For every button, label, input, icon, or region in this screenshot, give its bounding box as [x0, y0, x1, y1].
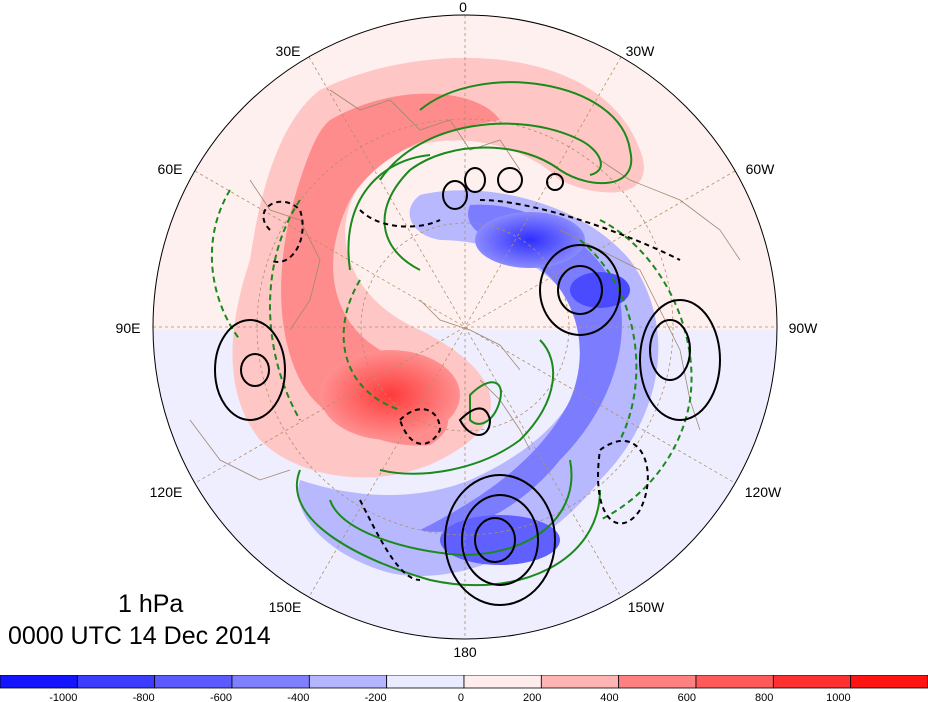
graticule — [153, 15, 777, 639]
polar-map: 0 30W 60W 90W 120W 150W 180 150E 120E 90… — [116, 0, 819, 660]
colorbar-box-2 — [154, 675, 233, 689]
colorbar-box-4 — [308, 675, 388, 689]
colorbar-box-6 — [463, 675, 542, 689]
lon-label-60e: 60E — [158, 161, 183, 177]
shaded-field — [153, 15, 777, 639]
colorbar-box-5 — [386, 675, 465, 689]
colorbar-boxes — [0, 675, 928, 689]
colorbar-tick-label: -200 — [365, 692, 387, 702]
red-anomaly-core — [281, 93, 500, 446]
valid-time-label: 0000 UTC 14 Dec 2014 — [8, 622, 271, 650]
blue-anomaly-maximum — [475, 212, 585, 268]
colorbar-box-9 — [695, 675, 774, 689]
colorbar-tick-label: -600 — [210, 692, 232, 702]
lon-label-150e: 150E — [269, 599, 302, 615]
colorbar-box-7 — [540, 675, 620, 689]
colorbar-tick-label: 400 — [600, 692, 618, 702]
colorbar: -1000 -800 -600 -400 -200 0 200 400 600 800 1000 — [0, 675, 928, 702]
lon-label-150w: 150W — [628, 599, 665, 615]
colorbar-tick-label: 800 — [755, 692, 773, 702]
colorbar-tick-label: 600 — [678, 692, 696, 702]
colorbar-tick-labels: -1000 -800 -600 -400 -200 0 200 400 600 800 1000 — [49, 692, 850, 702]
colorbar-box-3 — [231, 675, 310, 689]
pressure-level-label: 1 hPa — [118, 590, 184, 618]
colorbar-tick-label: -1000 — [49, 692, 77, 702]
colorbar-tick-label: -800 — [133, 692, 155, 702]
colorbar-box-8 — [618, 675, 697, 689]
lon-label-30w: 30W — [626, 43, 656, 59]
colorbar-tick-label: 0 — [458, 692, 464, 702]
colorbar-box-11 — [850, 675, 928, 689]
green-contours — [210, 81, 693, 587]
lon-label-90w: 90W — [789, 320, 819, 336]
colorbar-box-0 — [0, 675, 78, 689]
colorbar-tick-label: 200 — [523, 692, 541, 702]
colorbar-tick-label: -400 — [287, 692, 309, 702]
lon-label-60w: 60W — [746, 161, 776, 177]
colorbar-box-10 — [772, 675, 852, 689]
blue-anomaly-southern — [440, 515, 560, 565]
light-red-background — [153, 15, 777, 330]
map-boundary — [152, 14, 778, 640]
lon-label-90e: 90E — [116, 320, 141, 336]
black-contours — [214, 167, 721, 606]
lon-label-0: 0 — [459, 0, 467, 15]
lon-label-30e: 30E — [276, 43, 301, 59]
red-anomaly-maximum — [320, 350, 460, 440]
lon-label-120w: 120W — [745, 484, 782, 500]
colorbar-box-1 — [76, 675, 156, 689]
lon-label-180: 180 — [453, 644, 477, 660]
colorbar-tick-label: 1000 — [826, 692, 850, 702]
lon-label-120e: 120E — [150, 484, 183, 500]
